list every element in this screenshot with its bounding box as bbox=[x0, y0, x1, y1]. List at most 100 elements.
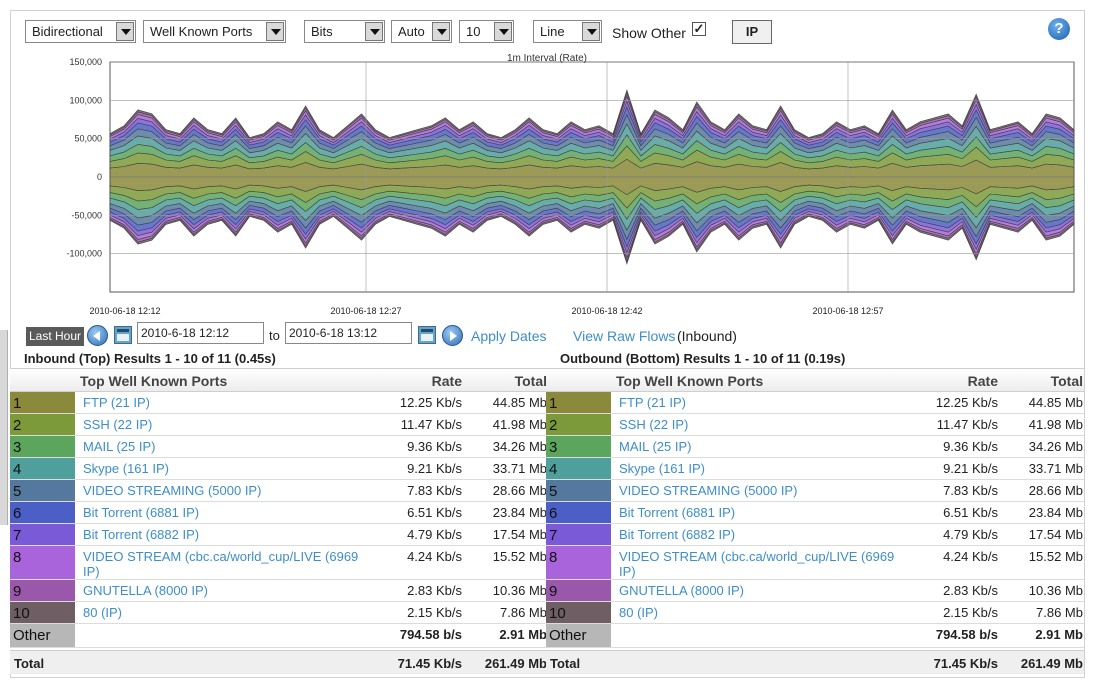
total-label: Total bbox=[14, 656, 45, 671]
port-link[interactable]: FTP (21 IP) bbox=[619, 395, 686, 410]
view-raw-flows-link[interactable]: View Raw Flows bbox=[573, 328, 676, 344]
total-cell: 28.66 Mb bbox=[1028, 483, 1083, 498]
from-date-input[interactable]: 2010-6-18 12:12 bbox=[137, 322, 264, 344]
total-cell: 15.52 Mb bbox=[492, 549, 547, 564]
calendar-icon[interactable] bbox=[114, 326, 132, 344]
total-cell: 7.86 Mb bbox=[500, 605, 547, 620]
rate-cell: 9.21 Kb/s bbox=[943, 461, 998, 476]
header-rate[interactable]: Rate bbox=[431, 373, 462, 389]
rank-cell: 6 bbox=[546, 502, 611, 523]
port-link[interactable]: SSH (22 IP) bbox=[619, 417, 689, 432]
chevron-down-icon[interactable] bbox=[432, 22, 450, 41]
port-link[interactable]: MAIL (25 IP) bbox=[619, 439, 692, 454]
style-select-value: Line bbox=[540, 24, 565, 39]
y-tick-label: 50,000 bbox=[74, 134, 102, 144]
ports-select[interactable]: Well Known Ports bbox=[143, 20, 286, 43]
outbound-table: Top Well Known Ports Rate Total 1 FTP (21 IP… bbox=[546, 368, 1084, 674]
apply-dates-link[interactable]: Apply Dates bbox=[471, 328, 547, 344]
table-row: 3 MAIL (25 IP) 9.36 Kb/s 34.26 Mb bbox=[10, 436, 548, 458]
count-select-value: 10 bbox=[466, 24, 481, 39]
port-link[interactable]: Skype (161 IP) bbox=[619, 461, 705, 476]
show-other-checkbox[interactable]: ✓ bbox=[692, 21, 706, 36]
port-link[interactable]: 80 (IP) bbox=[83, 605, 123, 620]
ports-select-value: Well Known Ports bbox=[150, 24, 253, 39]
chevron-down-icon[interactable] bbox=[582, 22, 600, 41]
total-cell: 33.71 Mb bbox=[492, 461, 547, 476]
other-row: Other 794.58 b/s 2.91 Mb bbox=[10, 624, 548, 648]
y-tick-label: -50,000 bbox=[71, 210, 102, 220]
x-tick-label: 2010-06-18 12:57 bbox=[812, 306, 883, 316]
direction-select[interactable]: Bidirectional bbox=[25, 20, 136, 43]
calendar-icon[interactable] bbox=[418, 326, 436, 344]
total-label: Total bbox=[550, 656, 581, 671]
port-link[interactable]: SSH (22 IP) bbox=[83, 417, 153, 432]
y-tick-label: -100,000 bbox=[66, 249, 102, 259]
area-series-10-outbound bbox=[109, 214, 1075, 265]
rank-cell: 3 bbox=[10, 436, 75, 457]
port-link[interactable]: Bit Torrent (6881 IP) bbox=[83, 505, 200, 520]
ip-button[interactable]: IP bbox=[732, 20, 772, 44]
rank-cell: 6 bbox=[10, 502, 75, 523]
port-link[interactable]: Bit Torrent (6882 IP) bbox=[619, 527, 736, 542]
unit-select[interactable]: Bits bbox=[304, 20, 385, 43]
other-total: 2.91 Mb bbox=[1035, 627, 1083, 642]
port-link[interactable]: VIDEO STREAM (cbc.ca/world_cup/LIVE (696… bbox=[83, 549, 359, 579]
to-date-input[interactable]: 2010-6-18 13:12 bbox=[285, 322, 412, 344]
previous-arrow-icon[interactable] bbox=[87, 325, 108, 346]
port-link[interactable]: Bit Torrent (6881 IP) bbox=[619, 505, 736, 520]
table-header: Top Well Known Ports Rate Total bbox=[10, 368, 548, 392]
port-link[interactable]: 80 (IP) bbox=[619, 605, 659, 620]
header-total[interactable]: Total bbox=[514, 373, 547, 389]
count-select[interactable]: 10 bbox=[459, 20, 514, 43]
port-link[interactable]: VIDEO STREAM (cbc.ca/world_cup/LIVE (696… bbox=[619, 549, 895, 579]
total-cell: 28.66 Mb bbox=[492, 483, 547, 498]
other-rate: 794.58 b/s bbox=[935, 627, 998, 642]
total-cell: 17.54 Mb bbox=[1028, 527, 1083, 542]
port-link[interactable]: VIDEO STREAMING (5000 IP) bbox=[83, 483, 262, 498]
table-row: 9 GNUTELLA (8000 IP) 2.83 Kb/s 10.36 Mb bbox=[10, 580, 548, 602]
x-tick-label: 2010-06-18 12:42 bbox=[571, 306, 642, 316]
total-cell: 33.71 Mb bbox=[1028, 461, 1083, 476]
table-row: 8 VIDEO STREAM (cbc.ca/world_cup/LIVE (69… bbox=[10, 546, 548, 580]
table-row: 10 80 (IP) 2.15 Kb/s 7.86 Mb bbox=[10, 602, 548, 624]
table-row: 1 FTP (21 IP) 12.25 Kb/s 44.85 Mb bbox=[10, 392, 548, 414]
table-row: 7 Bit Torrent (6882 IP) 4.79 Kb/s 17.54 Mb bbox=[10, 524, 548, 546]
chevron-down-icon[interactable] bbox=[266, 22, 284, 41]
rank-cell: 10 bbox=[10, 602, 75, 623]
chevron-down-icon[interactable] bbox=[116, 22, 134, 41]
header-rate[interactable]: Rate bbox=[967, 373, 998, 389]
chevron-down-icon[interactable] bbox=[494, 22, 512, 41]
table-row: 6 Bit Torrent (6881 IP) 6.51 Kb/s 23.84 Mb bbox=[546, 502, 1084, 524]
rank-cell: 7 bbox=[546, 524, 611, 545]
chevron-down-icon[interactable] bbox=[365, 22, 383, 41]
help-icon[interactable]: ? bbox=[1048, 18, 1070, 40]
style-select[interactable]: Line bbox=[533, 20, 602, 43]
table-row: 5 VIDEO STREAMING (5000 IP) 7.83 Kb/s 28.66… bbox=[10, 480, 548, 502]
rate-cell: 4.79 Kb/s bbox=[943, 527, 998, 542]
port-link[interactable]: FTP (21 IP) bbox=[83, 395, 150, 410]
scale-select[interactable]: Auto bbox=[391, 20, 452, 43]
port-link[interactable]: GNUTELLA (8000 IP) bbox=[83, 583, 208, 598]
port-link[interactable]: VIDEO STREAMING (5000 IP) bbox=[619, 483, 798, 498]
port-link[interactable]: GNUTELLA (8000 IP) bbox=[619, 583, 744, 598]
rate-cell: 9.21 Kb/s bbox=[407, 461, 462, 476]
rate-cell: 2.83 Kb/s bbox=[407, 583, 462, 598]
last-hour-button[interactable]: Last Hour bbox=[26, 327, 84, 346]
next-arrow-icon[interactable] bbox=[442, 325, 463, 346]
header-name[interactable]: Top Well Known Ports bbox=[80, 373, 228, 389]
header-total[interactable]: Total bbox=[1050, 373, 1083, 389]
port-link[interactable]: Skype (161 IP) bbox=[83, 461, 169, 476]
rate-cell: 6.51 Kb/s bbox=[407, 505, 462, 520]
to-label: to bbox=[269, 328, 280, 343]
rate-cell: 7.83 Kb/s bbox=[407, 483, 462, 498]
rank-cell: 4 bbox=[546, 458, 611, 479]
port-link[interactable]: Bit Torrent (6882 IP) bbox=[83, 527, 200, 542]
left-edge-handle[interactable] bbox=[0, 330, 8, 525]
rank-cell: 3 bbox=[546, 436, 611, 457]
header-name[interactable]: Top Well Known Ports bbox=[616, 373, 764, 389]
x-axis: 2010-06-18 12:12 2010-06-18 12:27 2010-06-… bbox=[89, 306, 883, 316]
port-link[interactable]: MAIL (25 IP) bbox=[83, 439, 156, 454]
table-row: 1 FTP (21 IP) 12.25 Kb/s 44.85 Mb bbox=[546, 392, 1084, 414]
total-cell: 10.36 Mb bbox=[1028, 583, 1083, 598]
rank-cell: 1 bbox=[546, 392, 611, 413]
